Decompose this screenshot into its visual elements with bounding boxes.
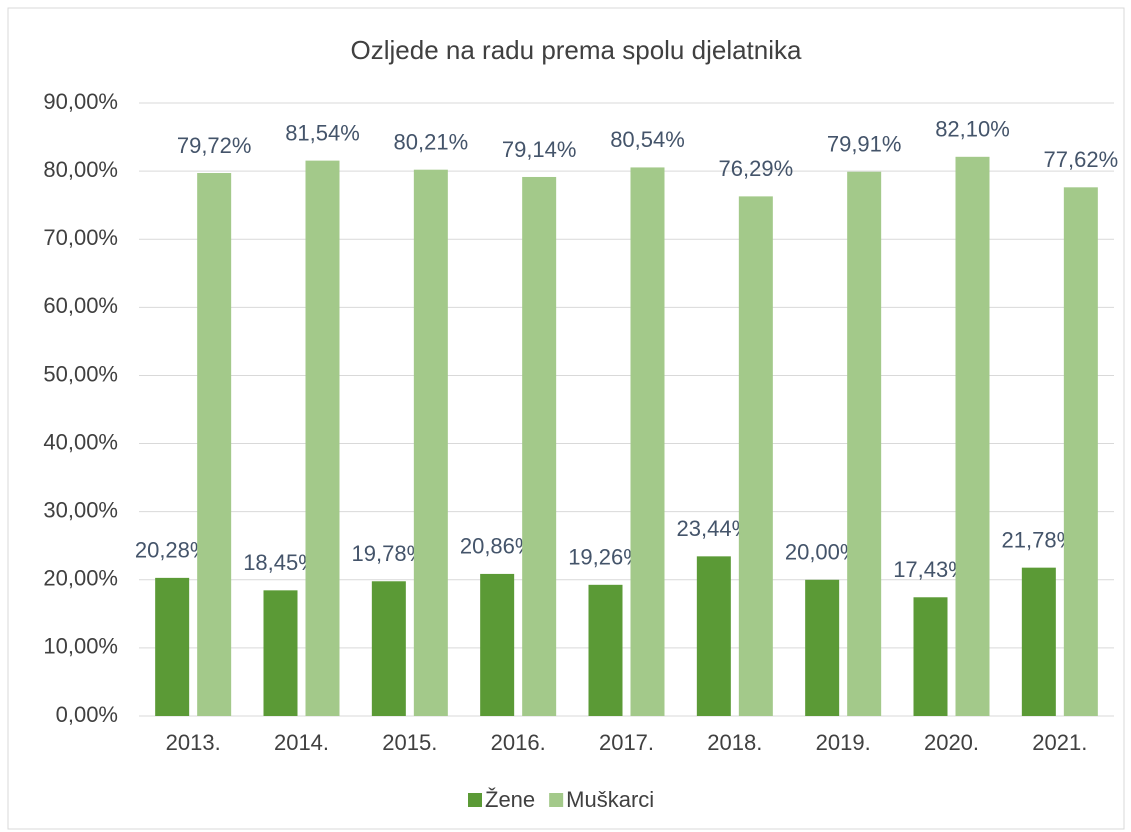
legend-swatch [549,793,564,807]
x-tick-label: 2016. [491,730,546,755]
y-tick-label: 80,00% [43,157,118,182]
y-tick-label: 60,00% [43,293,118,318]
bar [305,160,340,716]
data-label: 81,54% [285,120,360,145]
legend-label: Muškarci [566,787,654,812]
y-tick-label: 10,00% [43,634,118,659]
bar [480,573,515,716]
legend-swatch [468,793,482,807]
bar [371,581,406,716]
bar [197,173,232,717]
data-label: 79,14% [502,137,577,162]
data-label: 20,28% [135,538,210,563]
data-label: 18,45% [243,550,318,575]
bar [847,171,882,716]
bar [630,167,665,716]
bar [413,169,448,716]
bar [263,590,298,716]
data-label: 77,62% [1044,147,1119,172]
bar [588,584,623,716]
bar [696,556,731,716]
data-label: 80,54% [610,127,685,152]
x-tick-label: 2020. [924,730,979,755]
x-tick-label: 2013. [166,730,221,755]
bar [1063,187,1098,717]
bar [1021,567,1056,716]
x-tick-label: 2021. [1032,730,1087,755]
legend-label: Žene [485,787,535,812]
x-tick-label: 2017. [599,730,654,755]
y-tick-label: 90,00% [43,89,118,114]
x-tick-label: 2015. [382,730,437,755]
data-label: 19,26% [568,545,643,570]
x-tick-label: 2014. [274,730,329,755]
data-label: 20,86% [460,534,535,559]
bar [913,597,948,716]
bar [738,196,773,716]
x-tick-label: 2018. [707,730,762,755]
x-tick-label: 2019. [816,730,871,755]
bar [955,156,990,716]
y-tick-label: 70,00% [43,225,118,250]
bar [522,176,557,716]
data-label: 80,21% [394,129,469,154]
data-label: 23,44% [677,516,752,541]
data-label: 79,91% [827,132,902,157]
data-label: 21,78% [1002,527,1077,552]
bar [805,579,840,716]
y-tick-label: 40,00% [43,429,118,454]
y-tick-label: 20,00% [43,566,118,591]
data-label: 79,72% [177,133,252,158]
bar [155,577,190,716]
y-tick-label: 0,00% [56,702,118,727]
data-label: 19,78% [352,541,427,566]
y-tick-label: 30,00% [43,497,118,522]
y-tick-label: 50,00% [43,361,118,386]
data-label: 76,29% [719,156,794,181]
data-label: 20,00% [785,540,860,565]
chart-title: Ozljede na radu prema spolu djelatnika [351,35,802,65]
data-label: 17,43% [893,557,968,582]
data-label: 82,10% [935,117,1010,142]
